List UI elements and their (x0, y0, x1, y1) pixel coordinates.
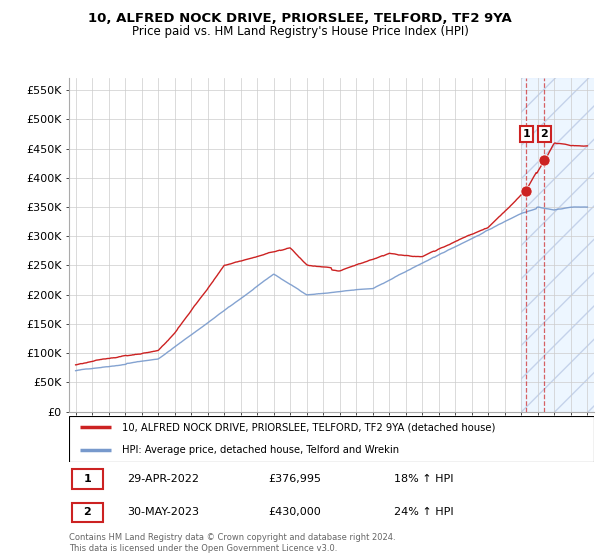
Text: £376,995: £376,995 (269, 474, 322, 484)
Text: 10, ALFRED NOCK DRIVE, PRIORSLEE, TELFORD, TF2 9YA: 10, ALFRED NOCK DRIVE, PRIORSLEE, TELFOR… (88, 12, 512, 25)
Text: HPI: Average price, detached house, Telford and Wrekin: HPI: Average price, detached house, Telf… (121, 445, 398, 455)
Text: 1: 1 (523, 129, 530, 139)
Text: 29-APR-2022: 29-APR-2022 (127, 474, 199, 484)
FancyBboxPatch shape (71, 469, 103, 489)
Text: £430,000: £430,000 (269, 507, 321, 517)
Text: 2: 2 (83, 507, 91, 517)
Text: 1: 1 (83, 474, 91, 484)
Text: 10, ALFRED NOCK DRIVE, PRIORSLEE, TELFORD, TF2 9YA (detached house): 10, ALFRED NOCK DRIVE, PRIORSLEE, TELFOR… (121, 422, 495, 432)
Text: 2: 2 (541, 129, 548, 139)
Bar (521, 78, 596, 412)
Text: 18% ↑ HPI: 18% ↑ HPI (395, 474, 454, 484)
Text: Price paid vs. HM Land Registry's House Price Index (HPI): Price paid vs. HM Land Registry's House … (131, 25, 469, 38)
Text: Contains HM Land Registry data © Crown copyright and database right 2024.
This d: Contains HM Land Registry data © Crown c… (69, 533, 395, 553)
Text: 30-MAY-2023: 30-MAY-2023 (127, 507, 199, 517)
FancyBboxPatch shape (71, 503, 103, 522)
Text: 24% ↑ HPI: 24% ↑ HPI (395, 507, 454, 517)
Bar (521, 78, 596, 412)
